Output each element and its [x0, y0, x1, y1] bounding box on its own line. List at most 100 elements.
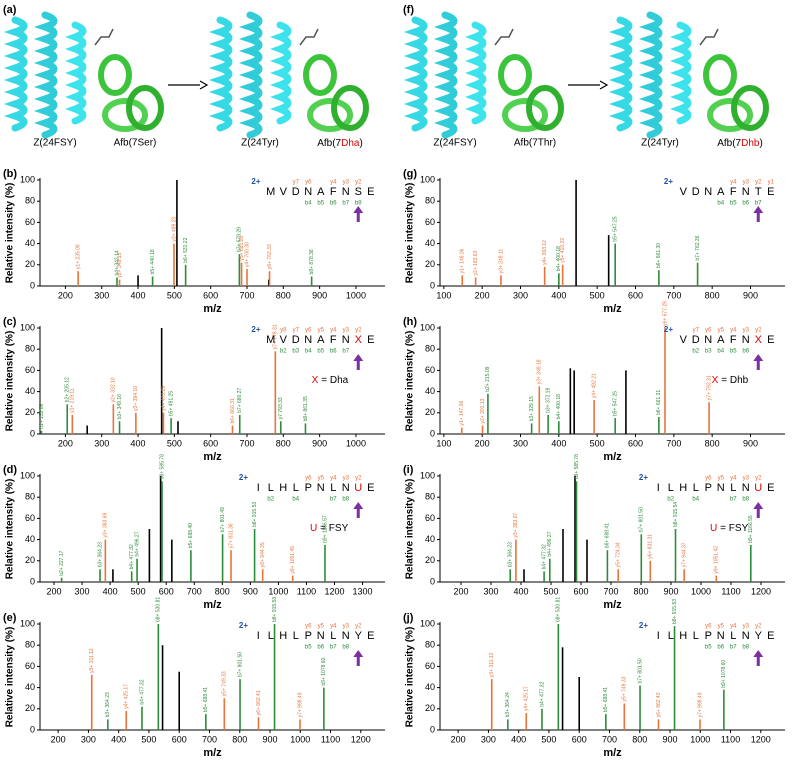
peak-label: b7+ 801.50 [237, 652, 243, 677]
b-ion-label: b3 [292, 349, 299, 355]
y-tick-label: 80 [25, 640, 35, 650]
x-tick-label: 500 [167, 290, 182, 300]
b-ion-label: b5 [305, 645, 312, 651]
b-ion-label: b5 [730, 349, 737, 355]
residue: L [293, 630, 299, 642]
y-ion-label: y6 [705, 476, 712, 482]
label-part: ) [359, 138, 362, 149]
green-domain [102, 98, 148, 132]
residue: N [317, 630, 325, 642]
b-ion-label: b3 [705, 349, 712, 355]
y-axis-label: Relative intensity (%) [5, 331, 16, 432]
peak-label: y7+ 831.36 [228, 523, 234, 548]
residue: F [330, 186, 337, 198]
residue: T [755, 186, 762, 198]
charge: 2+ [239, 473, 248, 482]
x-tick-label: 1000 [690, 734, 710, 744]
y-tick-label: 60 [25, 513, 35, 523]
x-tick-label: 200 [47, 586, 62, 596]
y-tick-label: 20 [425, 555, 435, 565]
residue: L [330, 482, 336, 494]
x-tick-label: 400 [551, 290, 566, 300]
x-tick-label: 700 [187, 586, 202, 596]
peak-label: b8+ 861.35 [303, 396, 309, 421]
y-tick-label: 60 [425, 217, 435, 227]
peak-label: b5+ 491.25 [168, 391, 174, 416]
helix [208, 16, 233, 132]
residue: Y [755, 630, 763, 642]
peak-label: b3+ 349.16 [117, 394, 123, 419]
peak-label: b7+ 680.27 [237, 388, 243, 413]
side-chain [299, 28, 319, 46]
site-arrow-head [353, 650, 364, 657]
y-ion-label: y7 [293, 328, 300, 334]
x-axis-label: m/z [603, 451, 622, 463]
x-tick-label: 1000 [346, 290, 366, 300]
residue: N [742, 482, 750, 494]
residue: S [355, 186, 362, 198]
x-tick-label: 400 [513, 586, 528, 596]
x-tick-label: 700 [239, 290, 254, 300]
y-tick-label: 20 [425, 407, 435, 417]
y-ion-label: y3 [343, 476, 350, 482]
peak-label: y5+ 749.33 [622, 676, 628, 701]
x-tick-label: 700 [602, 734, 617, 744]
peak-label: y6+ 862.43 [656, 692, 662, 717]
site-arrow-head [753, 502, 764, 509]
y-axis-label: Relative intensity (%) [5, 183, 16, 284]
y-tick-label: 20 [25, 407, 35, 417]
x-tick-label: 400 [131, 438, 146, 448]
panel-label: (h) [403, 316, 417, 328]
helix [670, 21, 692, 125]
peak-label: y3+ 311.12 [89, 648, 95, 673]
x-tick-label: 300 [513, 290, 528, 300]
x-axis-label: m/z [603, 599, 622, 611]
peak-label: b4+ 496.27 [547, 531, 553, 556]
peak-label: b7+ 801.49 [220, 507, 226, 532]
peak-label: b3+ 364.24 [505, 692, 511, 717]
site-arrow-head [353, 206, 364, 213]
x-tick-label: 900 [243, 586, 258, 596]
residue: F [730, 334, 737, 346]
peak-label: b1+ 133.06 [39, 403, 45, 428]
note-symbol: U [310, 523, 317, 534]
y-tick-label: 40 [25, 534, 35, 544]
side-chain [699, 28, 719, 46]
x-tick-label: 200 [451, 734, 466, 744]
b-ion-label: b8 [742, 497, 749, 503]
peak-label: b8+ 878.38 [309, 249, 315, 274]
residue: E [367, 630, 374, 642]
y-ion-label: y6 [305, 624, 312, 630]
residue: E [767, 630, 774, 642]
y-ion-label: y5 [718, 624, 725, 630]
peak-label: b7+ 762.36 [695, 235, 701, 260]
residue: E [767, 186, 774, 198]
residue: P [705, 630, 712, 642]
peak-label: b6+ 688.41 [605, 523, 611, 548]
x-tick-label: 400 [131, 290, 146, 300]
residue: A [717, 186, 725, 198]
y-ion-label: y3 [343, 180, 350, 186]
protein-label: Z(24FSY) [433, 138, 476, 149]
residue: L [693, 482, 699, 494]
y-tick-label: 40 [25, 682, 35, 692]
residue: N [717, 630, 725, 642]
x-tick-label: 900 [312, 290, 327, 300]
b-ion-label: b8 [342, 645, 349, 651]
peak-label: b3+ 364.23 [97, 542, 103, 567]
peak-label: b8+ 585.78 [574, 454, 580, 479]
y-tick-label: 100 [420, 322, 435, 332]
b-ion-label: b5 [730, 201, 737, 207]
y-ion-label: y2 [355, 328, 362, 334]
x-tick-label: 400 [111, 734, 126, 744]
y-ion-label: y2 [355, 476, 362, 482]
x-tick-label: 200 [453, 586, 468, 596]
peak-label: b6+ 661.31 [656, 390, 662, 415]
residue: L [293, 482, 299, 494]
residue: L [668, 482, 674, 494]
panel-label: (g) [403, 168, 417, 180]
x-tick-label: 900 [262, 734, 277, 744]
charge: 2+ [251, 325, 260, 334]
x-tick-label: 300 [481, 734, 496, 744]
